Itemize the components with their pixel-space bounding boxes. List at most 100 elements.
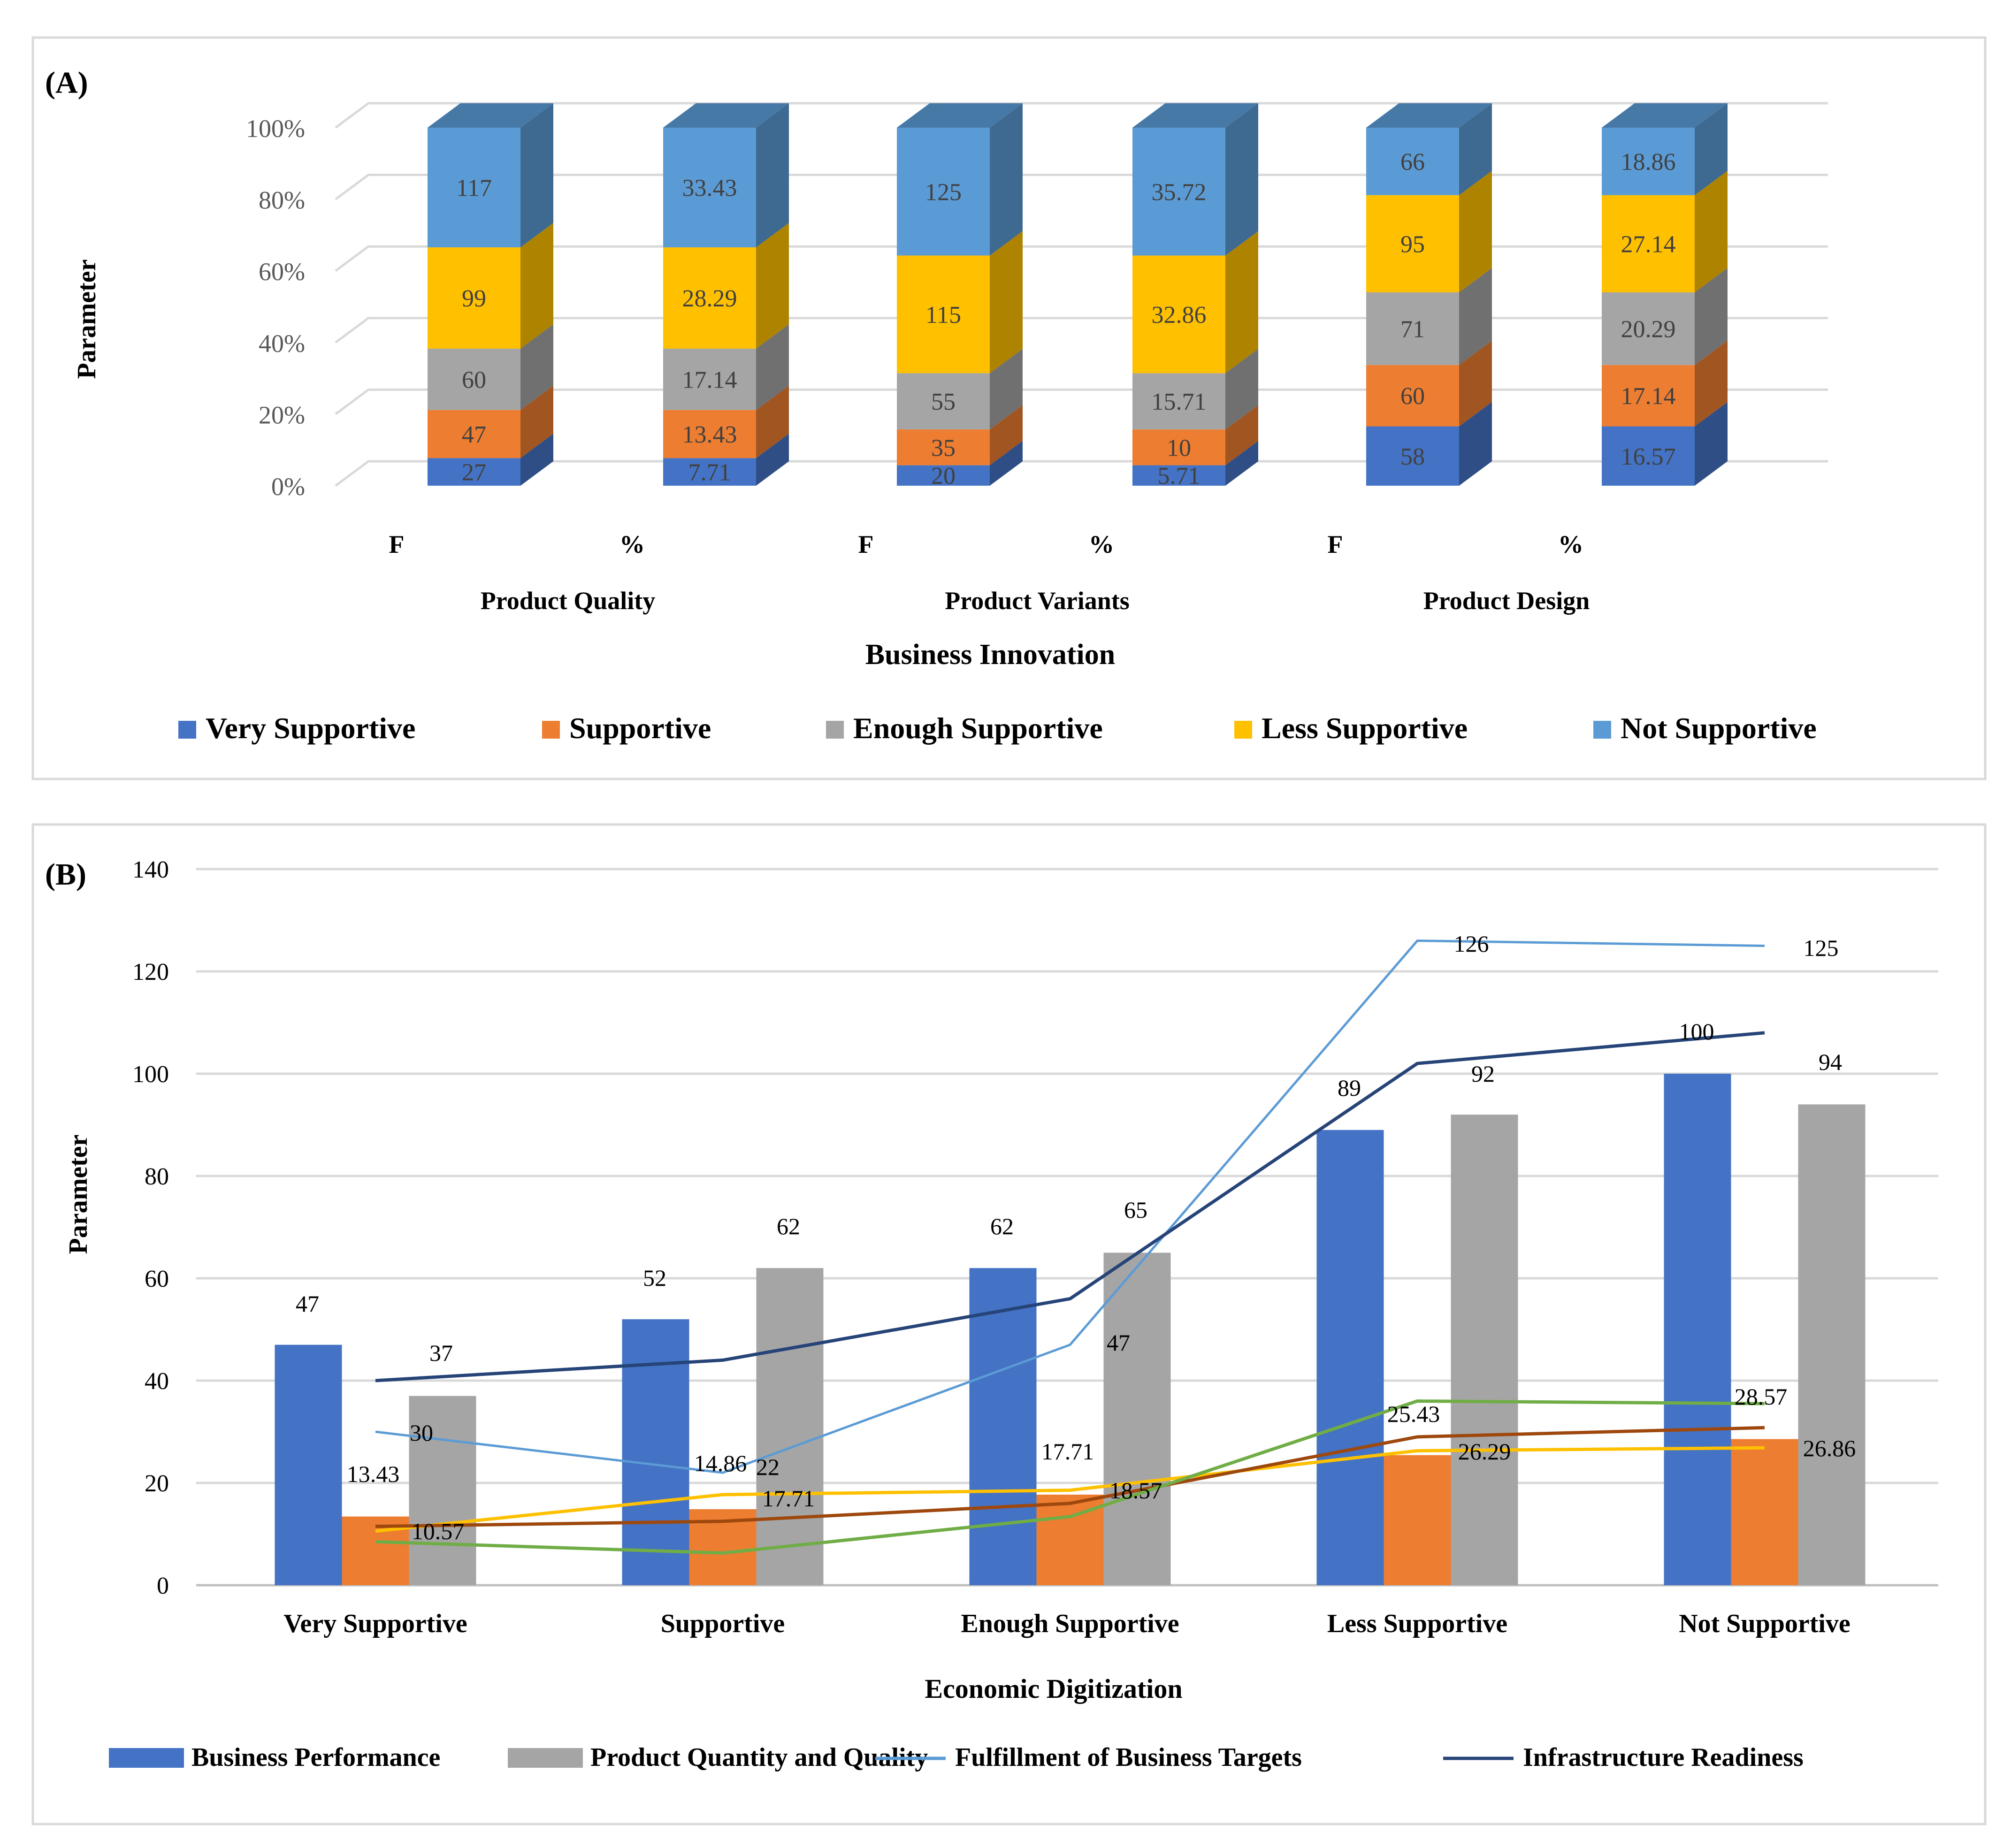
bar-segment-side [1695,267,1728,365]
bar-segment-front [1602,365,1695,427]
bar-b [1664,1074,1731,1585]
bar-segment-front [1132,255,1225,374]
bar-segment-side [1225,349,1258,430]
data-label-b: 17.71 [762,1485,815,1512]
gridline-a [335,388,1828,415]
x-axis-title-b: Economic Digitization [925,1673,1182,1704]
data-label-b: 26.86 [1803,1435,1856,1461]
bar-segment-front [1366,292,1459,365]
bar-segment-side [990,441,1023,486]
panel-label-a: (A) [45,66,88,100]
data-label-a: 20 [931,463,956,489]
legend-swatch-a [542,721,560,739]
data-label-a: 47 [462,421,486,448]
data-label-b: 126 [1454,931,1489,957]
bar-segment-front [1602,195,1695,292]
data-label-b: 62 [990,1213,1014,1239]
bar-b [1316,1130,1384,1585]
bar-b [756,1268,824,1585]
bar-b [1451,1115,1518,1585]
bar-segment-side [520,385,553,458]
bar-segment-front [428,128,520,248]
bar-segment-side [1695,402,1728,486]
data-label-a: 66 [1400,149,1425,176]
bar-segment-front [1366,195,1459,292]
y-ticks-a: 0% 20% 40% 60% 80% 100% [246,115,305,501]
category-label-a: % [619,530,645,558]
bar-segment-front [1132,373,1225,430]
bar-segment-front [897,373,990,430]
data-label-b: 37 [429,1340,453,1366]
y-axis-title-b: Parameter [64,1135,93,1254]
bar-segment-top [1366,103,1492,128]
data-label-b: 10.57 [412,1518,465,1544]
data-label-b: 100 [1679,1018,1714,1045]
data-label-a: 33.43 [682,175,737,202]
y-axis-title-a: Parameter [72,260,101,379]
gridline-a [335,317,1828,344]
legend-swatch-a [1234,721,1252,739]
data-label-b: 25.43 [1387,1401,1440,1427]
bar-segment-front [1132,128,1225,256]
bar-segment-side [1459,340,1492,427]
data-label-a: 115 [925,302,961,328]
data-label-b: 92 [1471,1061,1495,1087]
bar-segment-side [1459,103,1492,195]
data-label-b: 52 [643,1265,666,1291]
data-label-b: 30 [410,1420,433,1446]
y-tick-label-b: 20 [145,1470,169,1497]
y-tick-label-a: 80% [259,186,305,214]
category-label-a: F [1328,530,1343,558]
bar-segment-side [1225,441,1258,486]
legend-label-b: Business Performance [191,1743,440,1772]
data-label-b: 22 [756,1454,780,1480]
data-label-a: 17.14 [682,367,737,393]
bar-segment-side [756,385,789,458]
group-labels-a: Product Quality Product Variants Product D… [481,587,1590,615]
data-label-b: 47 [1107,1329,1130,1356]
data-label-a: 125 [925,179,962,206]
gridlines-b [196,868,1938,1587]
data-label-a: 17.14 [1621,383,1676,410]
data-label-a: 15.71 [1152,389,1207,415]
bar-segment-front [663,348,756,410]
data-label-a: 117 [456,175,492,202]
data-label-b: 94 [1819,1049,1842,1075]
data-label-a: 35.72 [1152,179,1207,206]
data-label-b: 62 [777,1213,800,1239]
series-line-b [375,1399,1765,1555]
group-label-a: Product Variants [945,587,1130,615]
data-label-b: 125 [1804,935,1839,961]
gridline-a [335,245,1828,272]
data-label-a: 95 [1400,231,1425,258]
category-labels-a: F% F% F% [389,530,1584,558]
data-label-a: 20.29 [1621,316,1676,343]
bar-segment-front [1602,426,1695,486]
x-axis-title-a: Business Innovation [865,639,1115,671]
bar-segment-front [1366,128,1459,195]
bar-segment-side [520,103,553,248]
data-label-b: 65 [1124,1197,1147,1223]
bar-segment-top [663,103,789,128]
bar-segment-side [990,103,1023,256]
bar-segment-front [663,128,756,248]
bar-segment-front [1366,365,1459,427]
data-label-a: 35 [931,435,956,461]
bar-segment-front [428,348,520,410]
bar-b [275,1344,342,1585]
y-tick-label-b: 120 [132,959,169,985]
chart-a: (A) Parameter 0% 20% 40% 60% 80% 100% 27 47 60 9… [31,36,1987,780]
bar-segment-top [897,103,1023,128]
y-tick-label-a: 60% [259,258,305,286]
bar-b [409,1396,476,1585]
bar-segment-side [756,103,789,248]
data-label-a: 13.43 [682,421,737,448]
bar-segment-side [1695,103,1728,195]
bar-segment-side [756,434,789,486]
bar-segment-front [897,429,990,466]
bar-b [969,1268,1037,1585]
bar-segment-side [520,324,553,410]
bar-segment-top [428,103,553,128]
y-ticks-b: 0 20 40 60 80 100 120 140 [132,856,169,1599]
